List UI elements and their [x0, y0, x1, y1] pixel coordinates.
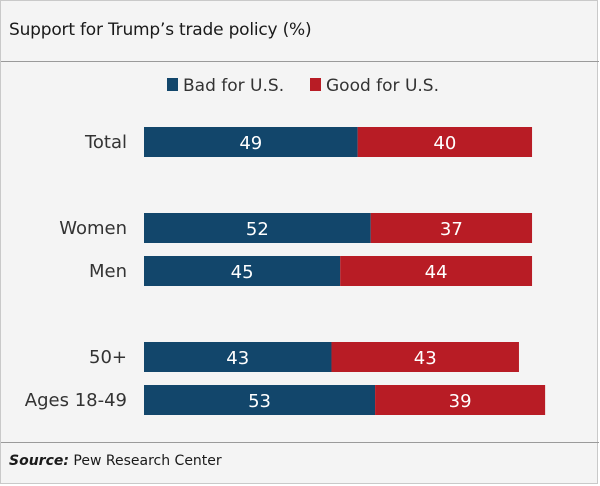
stacked-bar-chart: Bad for U.S. Good for U.S. Total 49 40 Women… [25, 76, 546, 415]
bar-bad-for-u-s-ages-18-49 [144, 385, 376, 415]
bar-bad-for-u-s-total [144, 127, 358, 157]
bar-bad-for-u-s-women [144, 213, 371, 243]
data-label-bad-for-u-s: 52 [246, 219, 269, 240]
legend-label-bad-for-u-s: Bad for U.S. [183, 76, 284, 96]
category-label: Total [84, 132, 127, 153]
category-label: Women [59, 218, 127, 239]
category-label: Men [89, 261, 127, 282]
legend-swatch-good-for-u-s [310, 78, 321, 91]
data-label-bad-for-u-s: 45 [231, 262, 254, 283]
legend-label-good-for-u-s: Good for U.S. [326, 76, 439, 96]
bars: Total 49 40 Women 52 37 Men 45 44 50+ 43 43 Ages 18-… [25, 127, 546, 415]
data-label-bad-for-u-s: 53 [248, 391, 271, 412]
category-label: Ages 18-49 [25, 390, 127, 411]
data-label-bad-for-u-s: 49 [239, 133, 262, 154]
data-label-good-for-u-s: 44 [425, 262, 448, 283]
bar-good-for-u-s-men [340, 256, 533, 286]
bar-row-50: 50+ 43 43 [89, 342, 519, 372]
bar-row-women: Women 52 37 [59, 213, 533, 243]
source-note: Source: Pew Research Center [9, 453, 222, 469]
bar-row-men: Men 45 44 [89, 256, 533, 286]
bar-row-ages-18-49: Ages 18-49 53 39 [25, 385, 546, 415]
top-divider [1, 61, 599, 62]
bar-bad-for-u-s-men [144, 256, 341, 286]
bar-good-for-u-s-total [357, 127, 533, 157]
source-label: Source: [9, 453, 69, 469]
data-label-good-for-u-s: 40 [433, 133, 456, 154]
bar-good-for-u-s-50 [331, 342, 519, 372]
category-label: 50+ [89, 347, 127, 368]
bar-row-total: Total 49 40 [84, 127, 533, 157]
bar-good-for-u-s-ages-18-49 [375, 385, 546, 415]
legend-swatch-bad-for-u-s [167, 78, 178, 91]
bar-bad-for-u-s-50 [144, 342, 332, 372]
data-label-good-for-u-s: 37 [440, 219, 463, 240]
legend: Bad for U.S. Good for U.S. [167, 76, 439, 96]
bar-good-for-u-s-women [370, 213, 533, 243]
chart-title: Support for Trump’s trade policy (%) [9, 20, 312, 40]
source-text: Pew Research Center [68, 453, 222, 469]
data-label-good-for-u-s: 43 [414, 348, 437, 369]
data-label-bad-for-u-s: 43 [226, 348, 249, 369]
data-label-good-for-u-s: 39 [449, 391, 472, 412]
bottom-divider [1, 442, 599, 443]
